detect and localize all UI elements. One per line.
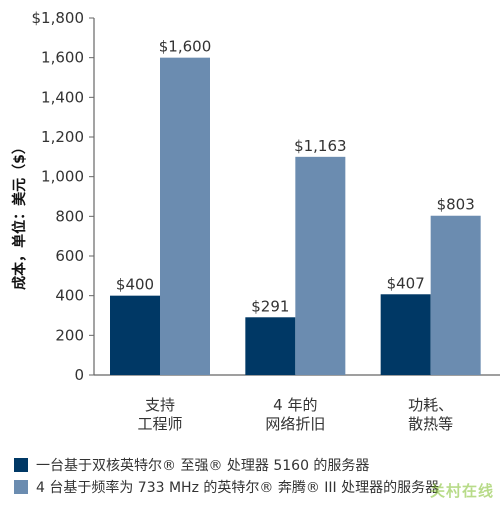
data-label: $407 (387, 274, 425, 292)
bar (430, 215, 481, 375)
y-tick-label: 600 (55, 247, 84, 265)
legend: 一台基于双核英特尔® 至强® 处理器 5160 的服务器 4 台基于频率为 73… (14, 454, 439, 498)
category-label: 功耗、 (408, 396, 453, 414)
y-axis-label: 成本，单位：美元（$） (11, 140, 28, 290)
y-tick-label: 200 (55, 326, 84, 344)
legend-label-series-1: 一台基于双核英特尔® 至强® 处理器 5160 的服务器 (36, 458, 370, 474)
y-tick-label: $1,800 (32, 9, 85, 27)
bar-chart: 成本，单位：美元（$） 0 200 400 600 800 1,000 1,200 1,400… (11, 9, 500, 433)
legend-item-series-1: 一台基于双核英特尔® 至强® 处理器 5160 的服务器 (14, 454, 439, 476)
category-label: 支持 (145, 396, 175, 414)
category-label: 网络折旧 (265, 415, 325, 433)
data-label: $1,600 (159, 38, 212, 56)
legend-label-series-2: 4 台基于频率为 733 MHz 的英特尔® 奔腾® III 处理器的服务器 (36, 480, 440, 496)
y-tick-label: 400 (55, 287, 84, 305)
y-tick-label: 1,000 (41, 168, 84, 186)
data-label: $291 (251, 297, 289, 315)
legend-item-series-2: 4 台基于频率为 733 MHz 的英特尔® 奔腾® III 处理器的服务器 (14, 476, 439, 498)
data-label: $400 (116, 276, 154, 294)
legend-swatch-series-1 (14, 458, 28, 472)
bar (295, 156, 346, 375)
bars (110, 57, 481, 376)
y-tick-label: 1,400 (41, 88, 84, 106)
category-label: 散热等 (408, 415, 453, 433)
bar (380, 294, 431, 375)
y-tick-label: 0 (74, 366, 84, 384)
y-tick-label: 1,200 (41, 128, 84, 146)
watermark: 关村在线 (429, 482, 494, 500)
y-ticks: 0 200 400 600 800 1,000 1,200 1,400 1,600 $1,800 (32, 9, 94, 384)
y-tick-label: 1,600 (41, 49, 84, 67)
bar (110, 295, 160, 375)
data-label: $803 (437, 196, 475, 214)
category-label: 4 年的 (273, 396, 317, 414)
y-tick-label: 800 (55, 207, 84, 225)
bar (245, 317, 296, 375)
data-label: $1,163 (294, 137, 347, 155)
bar (160, 57, 210, 376)
category-label: 工程师 (137, 415, 182, 433)
data-labels: $400 $1,600 $291 $1,163 $407 $803 (116, 38, 475, 316)
legend-swatch-series-2 (14, 480, 28, 494)
